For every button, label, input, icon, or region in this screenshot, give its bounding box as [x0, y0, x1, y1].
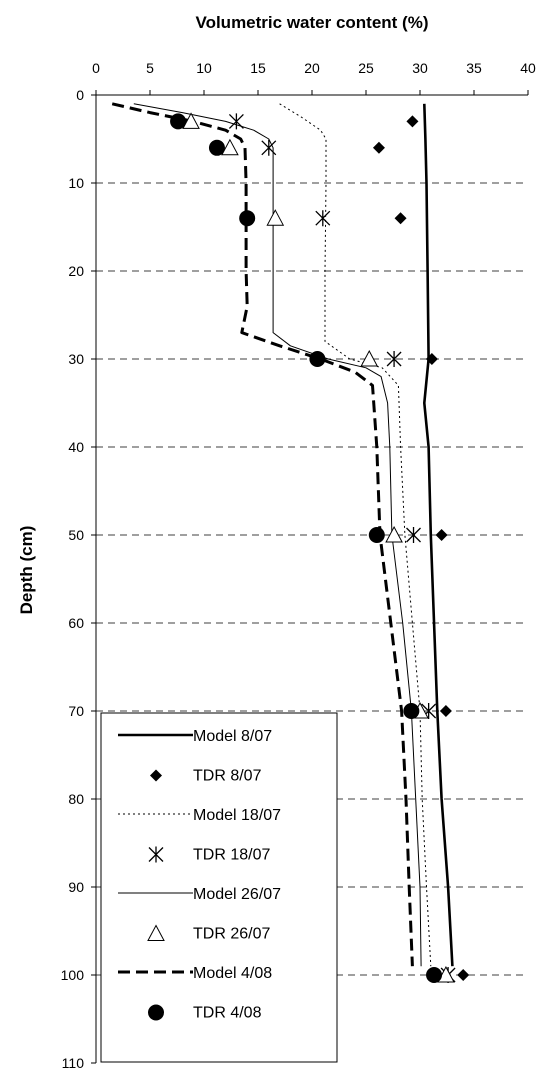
data-point-tdr-8-07	[425, 353, 438, 365]
data-point-tdr-26-07	[221, 138, 239, 156]
data-point-tdr-18-07	[228, 113, 244, 130]
y-tick-label: 0	[76, 87, 84, 103]
data-point-tdr-4-08	[368, 527, 385, 543]
x-tick-label: 30	[412, 60, 428, 76]
data-point-tdr-8-07	[439, 705, 452, 717]
data-point-tdr-26-07	[266, 209, 285, 226]
data-point-tdr-4-08	[170, 113, 187, 130]
legend-swatch-tdr-18-07	[148, 846, 164, 863]
x-axis-title: Volumetric water content (%)	[196, 13, 429, 32]
legend-label-tdr-4-08: TDR 4/08	[193, 1005, 262, 1022]
data-point-tdr-26-07	[182, 112, 200, 129]
series-line-model-18-07	[279, 103, 432, 967]
legend-label-model-26-07: Model 26/07	[193, 886, 281, 903]
data-point-tdr-8-07	[435, 529, 448, 541]
legend-label-model-8-07: Model 8/07	[193, 728, 272, 745]
y-axis-title: Depth (cm)	[17, 526, 36, 615]
data-point-tdr-8-07	[394, 212, 407, 225]
legend-label-tdr-18-07: TDR 18/07	[193, 847, 270, 864]
legend-label-tdr-26-07: TDR 26/07	[193, 926, 270, 943]
y-tick-label: 70	[68, 703, 84, 719]
y-tick-label: 20	[68, 263, 84, 279]
series-lines	[111, 102, 454, 967]
series-markers	[170, 112, 470, 983]
y-tick-label: 80	[68, 791, 84, 807]
legend-swatch-tdr-8-07	[150, 769, 162, 782]
x-tick-label: 40	[520, 60, 536, 76]
legend-box	[100, 712, 338, 1063]
legend-label-model-4-08: Model 4/08	[193, 965, 272, 982]
data-point-tdr-26-07	[360, 349, 379, 367]
data-point-tdr-8-07	[372, 141, 385, 154]
y-tick-label: 10	[68, 175, 84, 191]
series-line-model-26-07	[133, 103, 422, 967]
series-line-model-4-08	[111, 102, 414, 967]
legend-label-tdr-8-07: TDR 8/07	[193, 768, 262, 785]
y-tick-label: 110	[62, 1055, 85, 1070]
data-point-tdr-26-07	[385, 525, 403, 543]
x-tick-label: 5	[146, 60, 154, 76]
x-tick-label: 10	[196, 60, 212, 76]
y-tick-label: 100	[61, 967, 85, 983]
x-tick-label: 35	[466, 60, 482, 76]
data-point-tdr-4-08	[426, 967, 443, 983]
data-point-tdr-8-07	[457, 969, 470, 981]
series-line-model-8-07	[423, 103, 454, 967]
data-point-tdr-4-08	[309, 351, 326, 367]
axes: 0 5 10 15 20 25 30 35 40 0 10 20 30 40 50 60 70 80 90 100 11…	[61, 60, 536, 1070]
y-tick-label: 50	[68, 527, 84, 543]
data-point-tdr-18-07	[315, 210, 331, 227]
x-tick-label: 25	[358, 60, 374, 76]
y-tick-label: 40	[68, 439, 84, 455]
data-point-tdr-4-08	[239, 210, 256, 227]
data-point-tdr-4-08	[208, 139, 225, 156]
y-tick-label: 90	[68, 879, 84, 895]
data-point-tdr-18-07	[386, 351, 402, 367]
x-tick-label: 20	[304, 60, 320, 76]
x-tick-label: 15	[250, 60, 266, 76]
legend-swatch-tdr-4-08	[148, 1004, 164, 1021]
legend-label-model-18-07: Model 18/07	[193, 807, 281, 824]
y-tick-label: 30	[68, 351, 84, 367]
y-tick-label: 60	[68, 615, 84, 631]
data-point-tdr-18-07	[261, 139, 277, 156]
legend-swatch-tdr-26-07	[147, 924, 165, 941]
data-point-tdr-4-08	[403, 703, 420, 719]
x-tick-label: 0	[92, 60, 100, 76]
legend: Model 8/07 TDR 8/07 Model 18/07 TDR 18/07 Mo…	[100, 712, 338, 1063]
data-point-tdr-18-07	[406, 527, 421, 543]
data-point-tdr-8-07	[406, 115, 419, 128]
